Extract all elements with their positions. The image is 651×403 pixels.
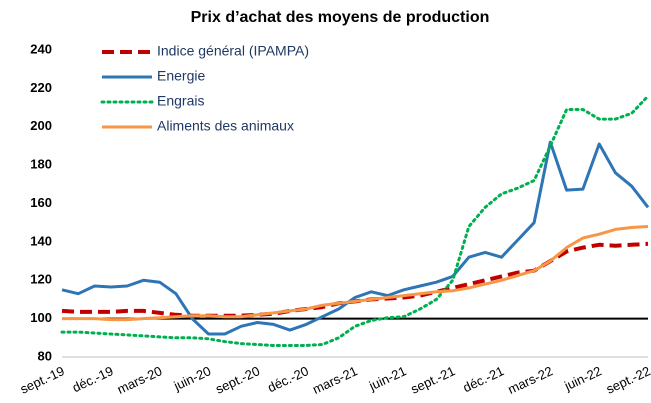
x-tick-label: juin-22 [561, 363, 604, 394]
y-tick-label: 180 [30, 157, 52, 172]
y-tick-label: 80 [38, 348, 52, 363]
x-tick-label: sept.-21 [408, 363, 457, 396]
chart-title: Prix d’achat des moyens de production [191, 9, 490, 26]
x-tick-label: sept.-19 [18, 363, 67, 396]
y-tick-label: 220 [30, 80, 52, 95]
series-line [61, 140, 650, 336]
y-tick-label: 100 [30, 310, 52, 325]
x-tick-label: déc.-19 [70, 363, 116, 395]
x-tick-label: juin-20 [171, 363, 214, 394]
legend-label: Aliments des animaux [157, 118, 294, 134]
x-tick-label: mars-21 [310, 363, 360, 397]
x-tick-label: déc.-21 [461, 363, 507, 395]
y-tick-label: 120 [30, 272, 52, 287]
x-tick-label: juin-21 [366, 363, 409, 394]
x-tick-label: mars-22 [505, 363, 555, 397]
y-tick-label: 240 [30, 41, 52, 56]
legend-label: Engrais [157, 93, 204, 109]
x-tick-label: déc.-20 [265, 363, 311, 395]
series-line [60, 94, 650, 347]
series-line [62, 225, 649, 322]
legend-label: Indice général (IPAMPA) [157, 43, 309, 59]
legend-label: Energie [157, 68, 205, 84]
x-tick-label: sept.-22 [604, 363, 651, 396]
y-tick-label: 140 [30, 233, 52, 248]
x-tick-label: mars-20 [115, 363, 165, 397]
y-tick-label: 160 [30, 195, 52, 210]
x-tick-label: sept.-20 [213, 363, 262, 396]
y-tick-label: 200 [30, 118, 52, 133]
